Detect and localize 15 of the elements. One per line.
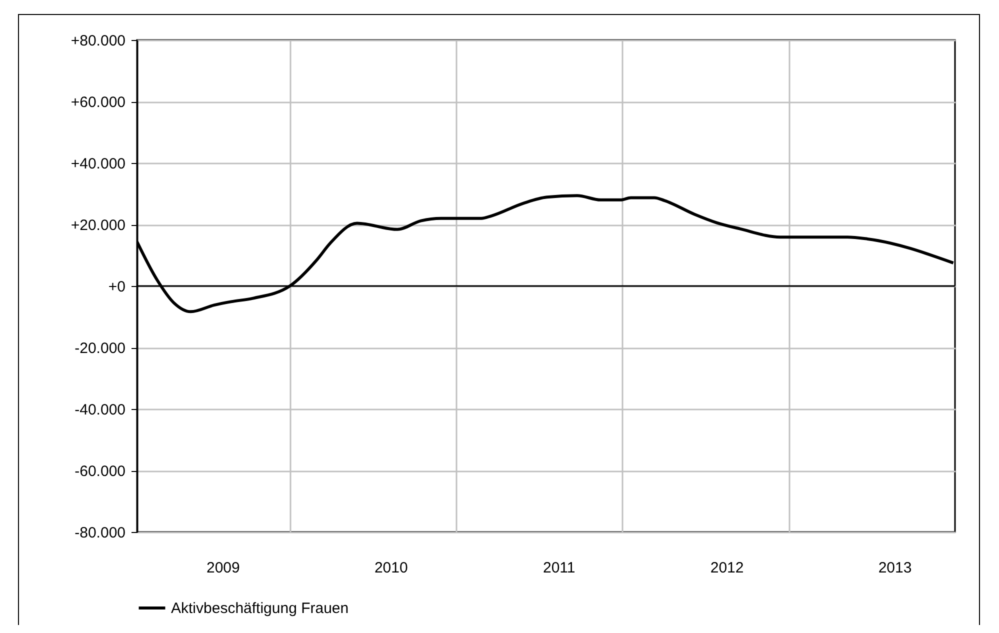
x-tick-label: 2011 <box>542 560 576 576</box>
y-tick-label: +80.000 <box>70 32 126 50</box>
y-tick-label: +60.000 <box>70 94 126 111</box>
y-tick-label: +20.000 <box>70 217 126 234</box>
y-tick-label: +40.000 <box>70 156 126 172</box>
y-tick-label: +0 <box>108 278 126 296</box>
y-tick-label: -60.000 <box>74 463 126 480</box>
x-tick-label: 2009 <box>206 560 240 576</box>
y-tick-label: -40.000 <box>74 402 126 418</box>
y-tick-label: -80.000 <box>74 524 126 542</box>
legend-label: Aktivbeschäftigung Frauen <box>171 600 349 617</box>
x-tick-label: 2010 <box>374 560 408 576</box>
x-tick-label: 2012 <box>710 560 744 576</box>
y-tick-label: -20.000 <box>74 340 126 357</box>
x-tick-label: 2013 <box>878 560 912 576</box>
